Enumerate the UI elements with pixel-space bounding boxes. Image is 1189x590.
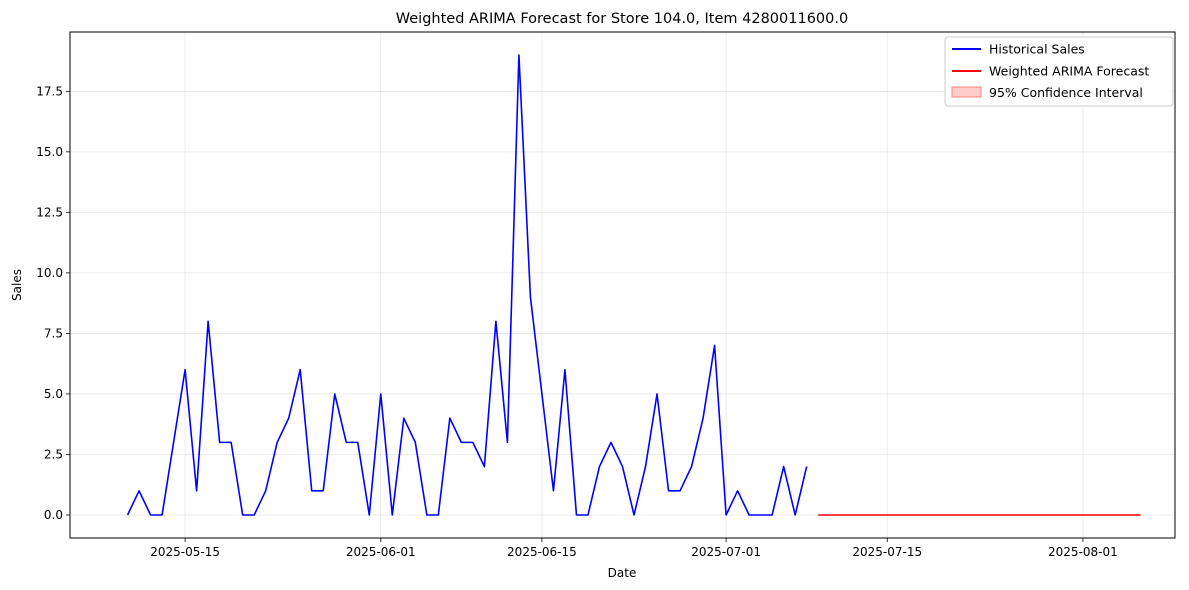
legend-box [944, 36, 1174, 107]
legend-label-historical: Historical Sales [989, 42, 1085, 57]
chart-title: Weighted ARIMA Forecast for Store 104.0,… [396, 11, 848, 27]
x-tick-label: 2025-08-01 [1048, 545, 1118, 559]
x-gridlines [184, 32, 1084, 538]
y-tick-label: 5.0 [44, 387, 63, 401]
y-tick-label: 10.0 [36, 266, 63, 280]
legend-label-confidence: 95% Confidence Interval [989, 85, 1143, 100]
legend-label-forecast: Weighted ARIMA Forecast [989, 64, 1149, 79]
series-layer [126, 54, 1141, 516]
y-tick-label: 12.5 [36, 205, 63, 219]
x-tick-label: 2025-05-15 [150, 545, 220, 559]
x-tick-label: 2025-06-01 [346, 545, 416, 559]
legend: Historical Sales Weighted ARIMA Forecast… [944, 36, 1174, 107]
y-tick-label: 17.5 [36, 84, 63, 98]
y-tick-label: 15.0 [36, 145, 63, 159]
x-tick-label: 2025-06-15 [507, 545, 577, 559]
x-axis-label: Date [608, 566, 637, 580]
x-axis-ticks: 2025-05-15 2025-06-01 2025-06-15 2025-07-01… [150, 538, 1118, 559]
y-axis-ticks: 0.0 2.5 5.0 7.5 10.0 12.5 15.0 17.5 [36, 84, 70, 522]
y-tick-label: 0.0 [44, 508, 63, 522]
x-tick-label: 2025-07-01 [691, 545, 761, 559]
y-axis-label: Sales [10, 269, 24, 301]
y-tick-label: 7.5 [44, 326, 63, 340]
x-tick-label: 2025-07-15 [852, 545, 922, 559]
y-tick-label: 2.5 [44, 447, 63, 461]
plot-frame [69, 31, 1176, 539]
historical-sales-line [126, 54, 808, 516]
legend-swatch-confidence [951, 86, 982, 98]
